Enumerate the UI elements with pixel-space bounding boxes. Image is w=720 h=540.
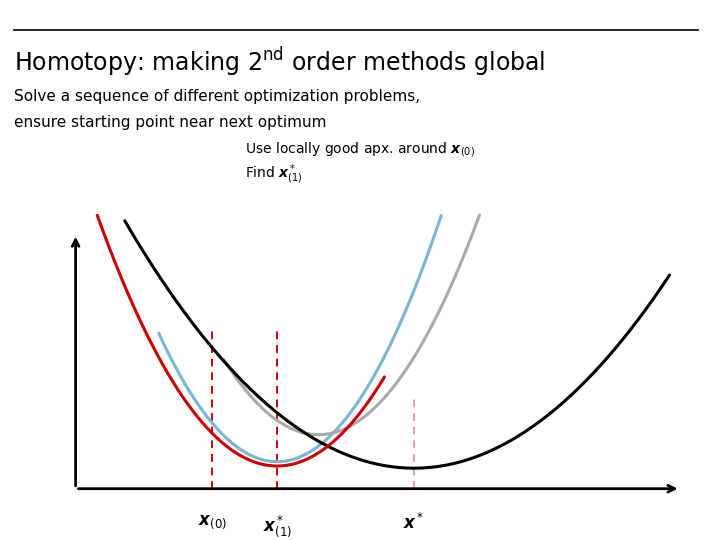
Text: ensure starting point near next optimum: ensure starting point near next optimum <box>14 115 327 130</box>
Text: Homotopy: making 2$^{\mathregular{nd}}$ order methods global: Homotopy: making 2$^{\mathregular{nd}}$ … <box>14 46 546 79</box>
Text: $\boldsymbol{x}_{(0)}$: $\boldsymbol{x}_{(0)}$ <box>198 513 227 531</box>
Text: Find $\boldsymbol{x}^*_{(1)}$: Find $\boldsymbol{x}^*_{(1)}$ <box>245 163 302 187</box>
Text: $\boldsymbol{x}^*_{(1)}$: $\boldsymbol{x}^*_{(1)}$ <box>263 513 292 539</box>
Text: Use locally good apx. around $\boldsymbol{x}_{(0)}$: Use locally good apx. around $\boldsymbo… <box>245 140 474 159</box>
Text: $\boldsymbol{x}^*$: $\boldsymbol{x}^*$ <box>403 513 425 533</box>
Text: Solve a sequence of different optimization problems,: Solve a sequence of different optimizati… <box>14 89 420 104</box>
